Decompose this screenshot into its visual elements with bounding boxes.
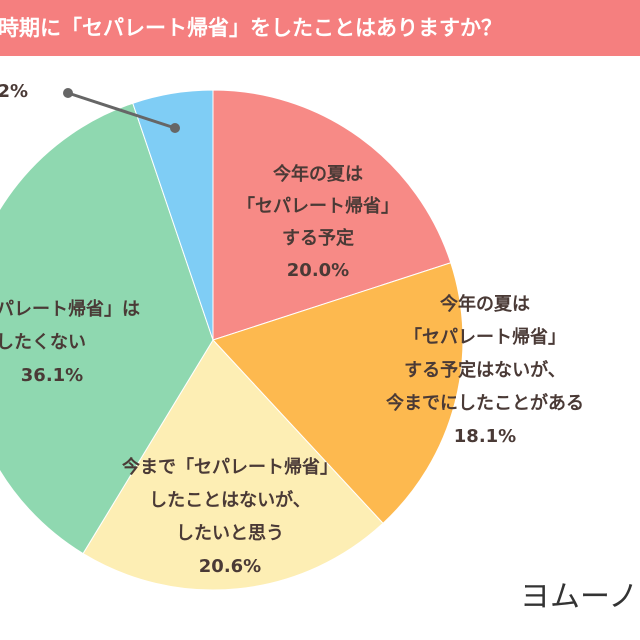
pie-slice xyxy=(212,262,464,525)
chart-title: 時期に「セパレート帰省」をしたことはありますか？ xyxy=(0,16,502,40)
slice-label: 今年の夏は xyxy=(440,293,530,315)
slice-label: 今までにしたことがある xyxy=(386,392,584,414)
slice-label: 「セパレート帰省」 xyxy=(237,195,399,217)
slice-label: パレート帰省」は xyxy=(0,298,140,320)
leader-dot xyxy=(63,88,73,98)
pie xyxy=(0,89,464,591)
slice-label: したいと思う xyxy=(176,523,284,544)
leader-line xyxy=(67,91,176,130)
logo: ヨムーノ xyxy=(520,580,638,615)
slice-label: 今まで「セパレート帰省」 xyxy=(122,456,338,478)
pie-slice xyxy=(0,102,214,555)
slice-label: 「セパレート帰省」 xyxy=(404,326,566,348)
slice-label: する予定 xyxy=(282,227,354,249)
title-bar xyxy=(0,0,640,56)
slice-label: 今年の夏は xyxy=(273,163,363,185)
pie-slice xyxy=(132,89,214,341)
pie-slice xyxy=(212,89,452,341)
leader-dot xyxy=(170,123,180,133)
slice-label: する予定はないが、 xyxy=(404,359,566,381)
value-label: 5.2% xyxy=(0,81,28,102)
value-label: 36.1% xyxy=(21,365,83,386)
value-label: 20.0% xyxy=(287,260,349,281)
pie-slice xyxy=(82,339,384,591)
value-label: 18.1% xyxy=(454,426,516,447)
slice-label: したくない xyxy=(0,332,86,353)
slice-label: したことはないが、 xyxy=(149,489,311,511)
value-label: 20.6% xyxy=(199,556,261,577)
